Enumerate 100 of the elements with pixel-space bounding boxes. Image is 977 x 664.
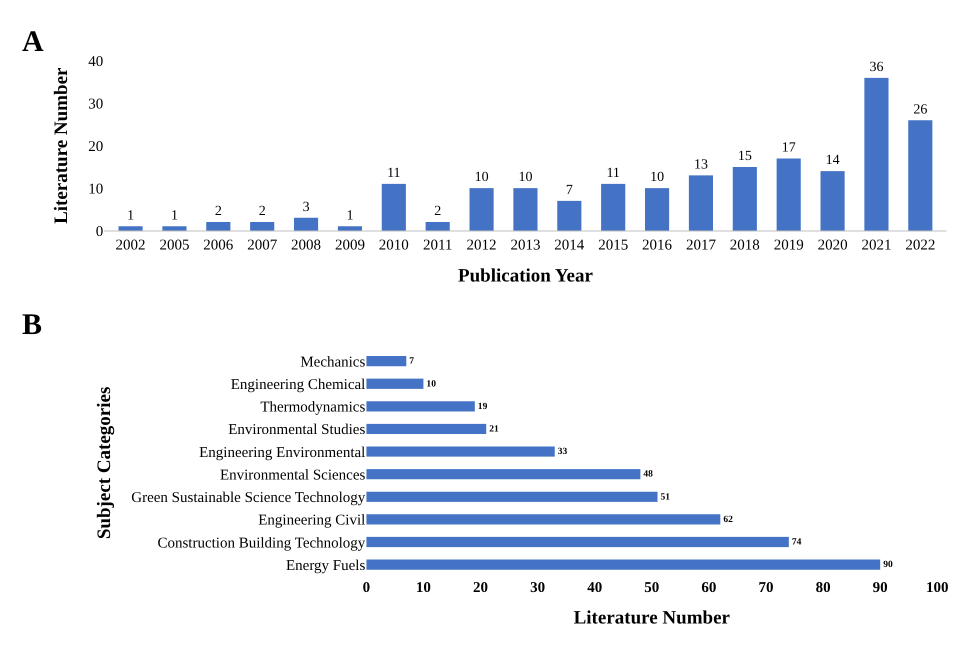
data-label: 10: [518, 170, 532, 186]
bar: [645, 188, 670, 231]
y-tick-label: 0: [96, 224, 104, 240]
bar: [366, 536, 789, 548]
data-label: 48: [643, 470, 654, 480]
x-tick-label: 2017: [686, 238, 716, 254]
data-label: 21: [489, 424, 499, 435]
bar: [688, 175, 714, 231]
data-label: 51: [660, 492, 670, 502]
data-label: 17: [782, 140, 796, 156]
x-tick-label: 80: [816, 580, 831, 596]
y-tick-label: Environmental Sciences: [220, 467, 366, 484]
x-tick-label: 2022: [905, 238, 936, 254]
y-tick-label: 40: [88, 54, 104, 70]
data-label: 10: [474, 170, 489, 186]
data-label: 15: [738, 148, 752, 164]
x-tick-label: 30: [530, 580, 546, 596]
data-label: 14: [826, 153, 840, 168]
x-tick-label: 70: [758, 580, 774, 596]
x-tick-label: 2020: [818, 238, 848, 254]
x-tick-label: 50: [644, 580, 660, 596]
data-label: 1: [127, 208, 134, 224]
data-label: 11: [387, 166, 401, 181]
data-label: 74: [792, 538, 802, 548]
bar: [820, 171, 845, 231]
bar: [338, 226, 362, 231]
y-tick-label: Construction Building Technology: [157, 535, 366, 552]
bar: [366, 560, 880, 570]
y-tick-label: Engineering Environmental: [199, 444, 366, 461]
x-tick-label: 2010: [378, 238, 409, 254]
x-tick-label: 2002: [116, 238, 146, 254]
x-tick-label: 2021: [861, 238, 892, 254]
y-tick-label: Environmental Studies: [228, 422, 366, 438]
data-label: 13: [694, 157, 708, 172]
bar: [732, 166, 757, 231]
bar: [366, 492, 658, 502]
y-axis-title: Literature Number: [51, 67, 72, 224]
data-label: 19: [478, 400, 488, 412]
x-tick-label: 2011: [422, 238, 452, 254]
bar: [366, 356, 406, 366]
data-label: 26: [913, 102, 928, 118]
bar: [908, 120, 932, 231]
data-label: 90: [883, 560, 893, 570]
bar: [118, 226, 143, 231]
y-tick-label: Thermodynamics: [260, 400, 366, 416]
bar: [294, 218, 318, 231]
bar: [366, 446, 555, 457]
bar: [366, 469, 640, 480]
bar: [557, 200, 582, 231]
x-tick-label: 10: [416, 580, 431, 596]
x-tick-label: 2012: [466, 238, 497, 254]
bar: [382, 184, 406, 231]
x-tick-label: 2007: [247, 238, 278, 254]
data-label: 62: [723, 514, 734, 525]
x-axis-title: Publication Year: [458, 265, 594, 286]
y-tick-label: Engineering Civil: [258, 512, 366, 529]
y-tick-label: 30: [88, 96, 104, 113]
data-label: 33: [558, 447, 568, 458]
x-tick-label: 2008: [291, 238, 322, 254]
text: A: [22, 25, 44, 58]
x-tick-label: 2016: [642, 238, 673, 254]
bar: [470, 188, 494, 231]
bar: [366, 424, 486, 434]
y-tick-label: Green Sustainable Science Technology: [131, 490, 366, 506]
bar: [864, 78, 889, 231]
bar: [426, 222, 450, 231]
x-tick-label: 60: [701, 580, 716, 596]
x-tick-label: 20: [473, 580, 488, 596]
x-tick-label: 2009: [334, 238, 365, 254]
y-axis-title: Subject Categories: [94, 386, 116, 540]
y-tick-label: Mechanics: [300, 354, 366, 370]
bar: [366, 514, 720, 524]
bar: [366, 401, 475, 412]
bar: [206, 222, 230, 231]
data-label: 2: [434, 204, 442, 220]
data-label: 10: [426, 379, 436, 390]
x-tick-label: 2018: [730, 238, 760, 254]
y-tick-label: 10: [88, 181, 104, 198]
x-tick-label: 100: [926, 580, 949, 596]
bar: [250, 222, 274, 231]
y-tick-label: Engineering Chemical: [230, 377, 366, 393]
data-label: 36: [869, 60, 884, 75]
data-label: 2: [258, 204, 266, 220]
text: B: [22, 308, 42, 341]
x-tick-label: 90: [872, 580, 888, 596]
y-tick-label: Energy Fuels: [286, 558, 366, 574]
x-tick-label: 2014: [554, 238, 585, 254]
x-tick-label: 2013: [510, 238, 540, 254]
data-label: 3: [302, 200, 310, 215]
x-tick-label: 2006: [203, 238, 234, 254]
x-tick-label: 2005: [159, 238, 190, 254]
bar: [513, 188, 538, 231]
data-label: 2: [214, 204, 222, 220]
data-label: 11: [606, 166, 620, 181]
bar: [162, 226, 187, 231]
x-axis-title: Literature Number: [574, 608, 731, 629]
data-label: 1: [170, 208, 178, 224]
data-label: 7: [409, 356, 414, 367]
bar: [601, 184, 626, 231]
bar: [366, 378, 424, 389]
